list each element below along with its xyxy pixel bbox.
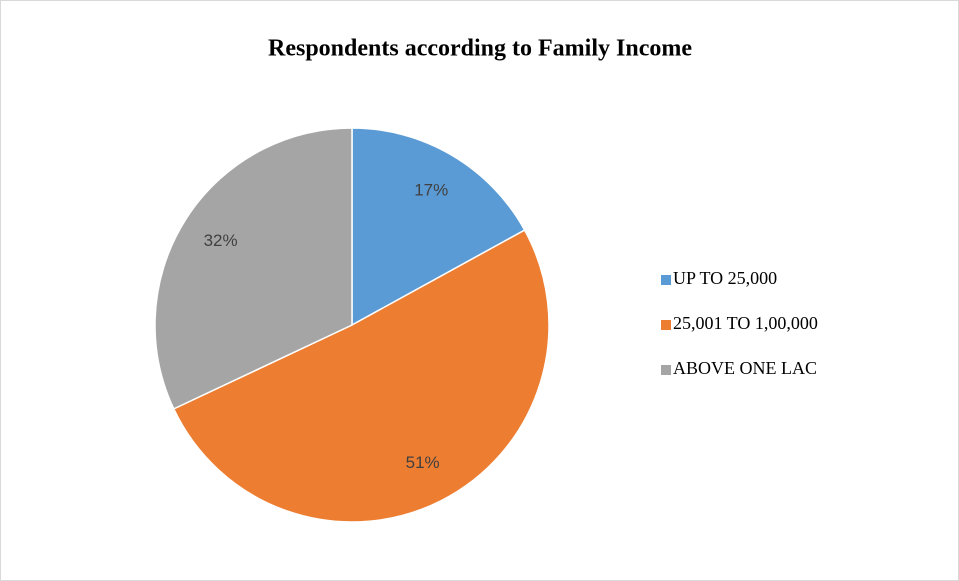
chart-title: Respondents according to Family Income [268,36,692,62]
pie-slice [172,229,550,523]
data-label: 17% [414,181,448,200]
legend-label: ABOVE ONE LAC [673,358,817,378]
data-label: 32% [204,231,238,250]
legend-swatch [661,320,671,330]
pie-slice [351,127,526,327]
legend-swatch [661,275,671,285]
legend-swatch [661,365,671,375]
legend-label: UP TO 25,000 [673,268,777,288]
data-label: 51% [406,453,440,472]
legend-label: 25,001 TO 1,00,000 [673,313,818,333]
pie-slice [154,127,353,410]
